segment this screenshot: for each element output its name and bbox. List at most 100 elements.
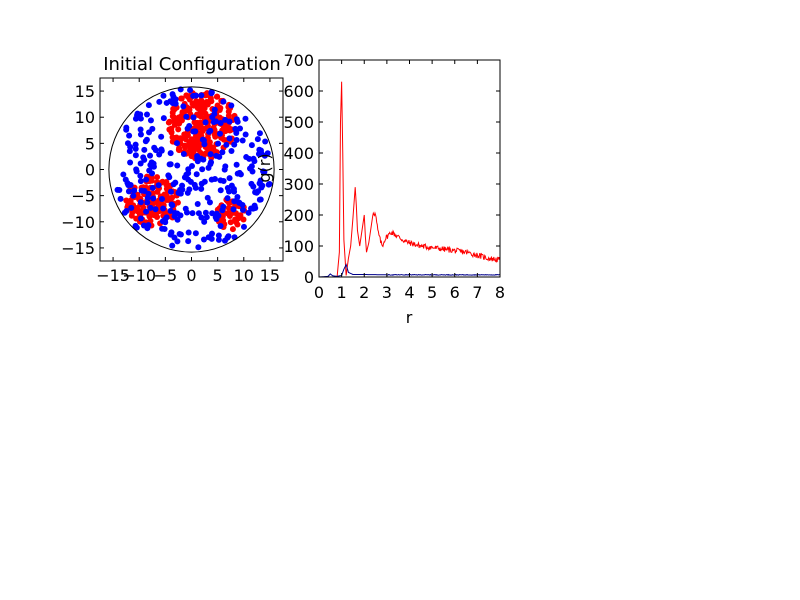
free-particle <box>217 119 224 126</box>
cluster-particle <box>210 144 217 151</box>
cluster-particle <box>198 97 205 104</box>
free-particle <box>183 113 190 120</box>
cluster-particle <box>202 92 209 99</box>
cluster-particle <box>169 194 176 201</box>
free-particle <box>201 218 208 225</box>
free-particle <box>143 111 150 118</box>
free-particle <box>127 143 134 150</box>
rdf-series-red <box>319 81 501 278</box>
free-particle <box>254 136 261 143</box>
free-particle <box>171 213 178 220</box>
cluster-particle <box>227 219 234 226</box>
free-particle <box>265 181 272 188</box>
free-particle <box>151 144 158 151</box>
cluster-particle <box>188 153 195 160</box>
free-particle <box>185 238 192 245</box>
boundary-circle <box>108 86 275 253</box>
free-particle <box>186 186 193 193</box>
free-particle <box>224 195 231 202</box>
free-particle <box>226 175 233 182</box>
rdf-frame <box>318 59 501 278</box>
free-particle <box>256 196 263 203</box>
free-particle <box>215 140 222 147</box>
free-particle <box>172 100 179 107</box>
scatter-y-tick-label: 15 <box>75 82 95 101</box>
free-particle <box>200 137 207 144</box>
free-particle <box>217 222 224 229</box>
scatter-x-tick-label: 15 <box>260 266 280 285</box>
free-particle <box>195 244 202 251</box>
free-particle <box>144 225 151 232</box>
free-particle <box>160 115 167 122</box>
free-particle <box>130 192 137 199</box>
free-particle <box>137 178 144 185</box>
free-particle <box>174 238 181 245</box>
free-particle <box>131 187 138 194</box>
free-particle <box>226 135 233 142</box>
scatter-title: Initial Configuration <box>103 54 281 75</box>
free-particle <box>132 141 139 148</box>
cluster-particle <box>188 136 195 143</box>
cluster-particle <box>171 106 178 113</box>
free-particle <box>224 184 231 191</box>
free-particle <box>167 231 174 238</box>
scatter-x-tick-label: 0 <box>186 266 196 285</box>
free-particle <box>167 150 174 157</box>
rdf-x-label: r <box>406 308 413 327</box>
free-particle <box>198 180 205 187</box>
free-particle <box>208 235 215 242</box>
free-particle <box>245 209 252 216</box>
free-particle <box>137 126 144 133</box>
free-particle <box>207 151 214 158</box>
free-particle <box>132 222 139 229</box>
free-particle <box>149 125 156 132</box>
free-particle <box>261 168 268 175</box>
free-particle <box>207 127 214 134</box>
scatter-y-tick-label: −5 <box>71 187 95 206</box>
cluster-particle <box>163 193 170 200</box>
free-particle <box>123 126 130 133</box>
free-particle <box>137 131 144 138</box>
cluster-particle <box>234 221 241 228</box>
cluster-particle <box>226 212 233 219</box>
rdf-y-tick-label: 100 <box>283 237 314 256</box>
cluster-particle <box>177 114 184 121</box>
free-particle <box>248 205 255 212</box>
free-particle <box>219 149 226 156</box>
rdf-y-tick-label: 300 <box>283 175 314 194</box>
scatter-plot: Initial Configuration −15−10−5 0 5 10 15 151… <box>61 54 284 285</box>
cluster-particle <box>204 113 211 120</box>
scatter-x-tick-label: 5 <box>213 266 223 285</box>
free-particle <box>143 176 150 183</box>
free-particle <box>175 189 182 196</box>
free-particle <box>174 162 181 169</box>
free-particle <box>156 151 163 158</box>
free-particle <box>142 138 149 145</box>
cluster-particle <box>226 199 233 206</box>
cluster-particle <box>181 142 188 149</box>
free-particle <box>167 161 174 168</box>
rdf-y-tick-label: 500 <box>283 113 314 132</box>
scatter-x-tick-label: −10 <box>122 266 156 285</box>
free-particle <box>251 158 258 165</box>
rdf-y-label: g(r) <box>255 153 274 182</box>
free-particle <box>161 225 168 232</box>
free-particle <box>182 205 189 212</box>
free-particle <box>132 152 139 159</box>
free-particle <box>206 199 213 206</box>
free-particle <box>180 151 187 158</box>
rdf-x-tick-label: 1 <box>337 283 347 302</box>
cluster-particle <box>154 213 161 220</box>
cluster-particle <box>148 177 155 184</box>
rdf-y-tick-label: 400 <box>283 144 314 163</box>
free-particle <box>190 128 197 135</box>
free-particle <box>193 171 200 178</box>
cluster-particle <box>225 108 232 115</box>
free-particle <box>176 230 183 237</box>
rdf-y-tick-label: 200 <box>283 206 314 225</box>
free-particle <box>148 159 155 166</box>
rdf-lines <box>318 81 501 278</box>
cluster-particle <box>186 106 193 113</box>
cluster-particle <box>214 93 221 100</box>
free-particle <box>167 188 174 195</box>
